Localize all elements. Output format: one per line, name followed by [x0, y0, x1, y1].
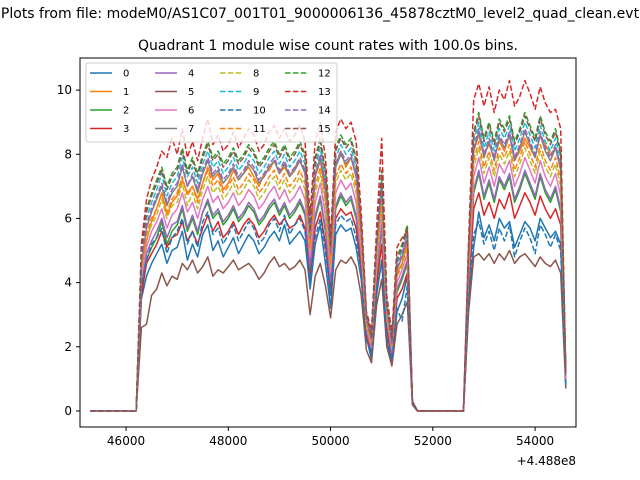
legend-label: 7 [188, 124, 194, 135]
series-line-5 [90, 249, 567, 412]
legend-label: 13 [318, 87, 331, 98]
series-line-11 [90, 140, 567, 412]
x-offset-label: +4.488e8 [517, 454, 576, 468]
x-tick-label: 48000 [209, 434, 247, 448]
legend-label: 3 [123, 124, 129, 135]
legend-item-5: 5 [155, 87, 194, 98]
figure-suptitle: Plots from file: modeM0/AS1C07_001T01_90… [1, 6, 640, 22]
x-tick-label: 54000 [516, 434, 554, 448]
legend-label: 12 [318, 69, 331, 80]
y-tick-label: 6 [64, 211, 72, 225]
legend-item-2: 2 [90, 106, 129, 117]
legend-item-11: 11 [220, 124, 266, 135]
series-layer [90, 79, 567, 412]
series-line-13 [90, 79, 567, 412]
legend-label: 1 [123, 87, 129, 98]
legend-item-3: 3 [90, 124, 129, 135]
legend-item-6: 6 [155, 106, 194, 117]
legend-label: 11 [253, 124, 266, 135]
legend-box [85, 62, 338, 143]
legend-label: 15 [318, 124, 331, 135]
legend-label: 9 [253, 87, 259, 98]
legend-item-1: 1 [90, 87, 129, 98]
legend-item-0: 0 [90, 69, 129, 80]
series-line-15 [90, 115, 567, 412]
legend-item-14: 14 [285, 106, 331, 117]
legend-label: 6 [188, 106, 194, 117]
legend-label: 0 [123, 69, 129, 80]
x-tick-label: 50000 [311, 434, 349, 448]
chart-title: Quadrant 1 module wise count rates with … [138, 38, 518, 54]
legend-item-12: 12 [285, 69, 331, 80]
legend-label: 10 [253, 106, 266, 117]
y-tick-label: 4 [64, 276, 72, 290]
y-axis: 0 2 4 6 8 10 [57, 83, 80, 418]
legend-item-8: 8 [220, 69, 259, 80]
legend-label: 8 [253, 69, 259, 80]
legend-item-15: 15 [285, 124, 331, 135]
legend-label: 5 [188, 87, 194, 98]
x-tick-label: 46000 [107, 434, 145, 448]
x-axis: 46000 48000 50000 52000 54000 [107, 427, 554, 448]
y-tick-label: 8 [64, 147, 72, 161]
legend-item-10: 10 [220, 106, 266, 117]
legend-label: 4 [188, 69, 194, 80]
legend-item-13: 13 [285, 87, 331, 98]
legend-item-4: 4 [155, 69, 194, 80]
legend-item-7: 7 [155, 124, 194, 135]
legend-label: 2 [123, 106, 129, 117]
y-tick-label: 10 [57, 83, 72, 97]
legend-label: 14 [318, 106, 331, 117]
plot-frame [79, 57, 577, 428]
x-tick-label: 52000 [414, 434, 452, 448]
series-line-4 [90, 169, 567, 412]
y-tick-label: 2 [64, 340, 72, 354]
series-line-10 [90, 211, 567, 412]
series-line-0 [90, 211, 567, 412]
y-tick-label: 0 [64, 404, 72, 418]
legend-item-9: 9 [220, 87, 259, 98]
